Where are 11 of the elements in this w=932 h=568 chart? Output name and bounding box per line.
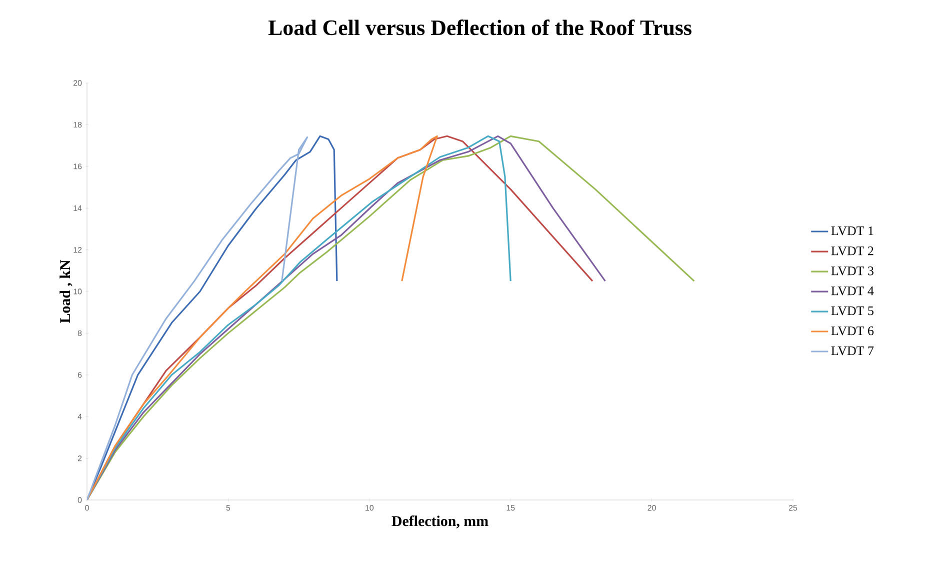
legend-label: LVDT 5 (831, 306, 874, 316)
line-series (87, 135, 438, 500)
legend-label: LVDT 6 (831, 326, 874, 336)
y-axis-title: Load , kN (60, 260, 72, 324)
legend-label: LVDT 4 (831, 286, 874, 296)
legend-label: LVDT 2 (831, 246, 874, 256)
chart-title: Load Cell versus Deflection of the Roof Truss (268, 20, 692, 36)
x-axis-title: Deflection, mm (392, 515, 488, 528)
legend-label: LVDT 1 (831, 226, 874, 236)
legend-label: LVDT 7 (831, 346, 874, 356)
legend-label: LVDT 3 (831, 266, 874, 276)
